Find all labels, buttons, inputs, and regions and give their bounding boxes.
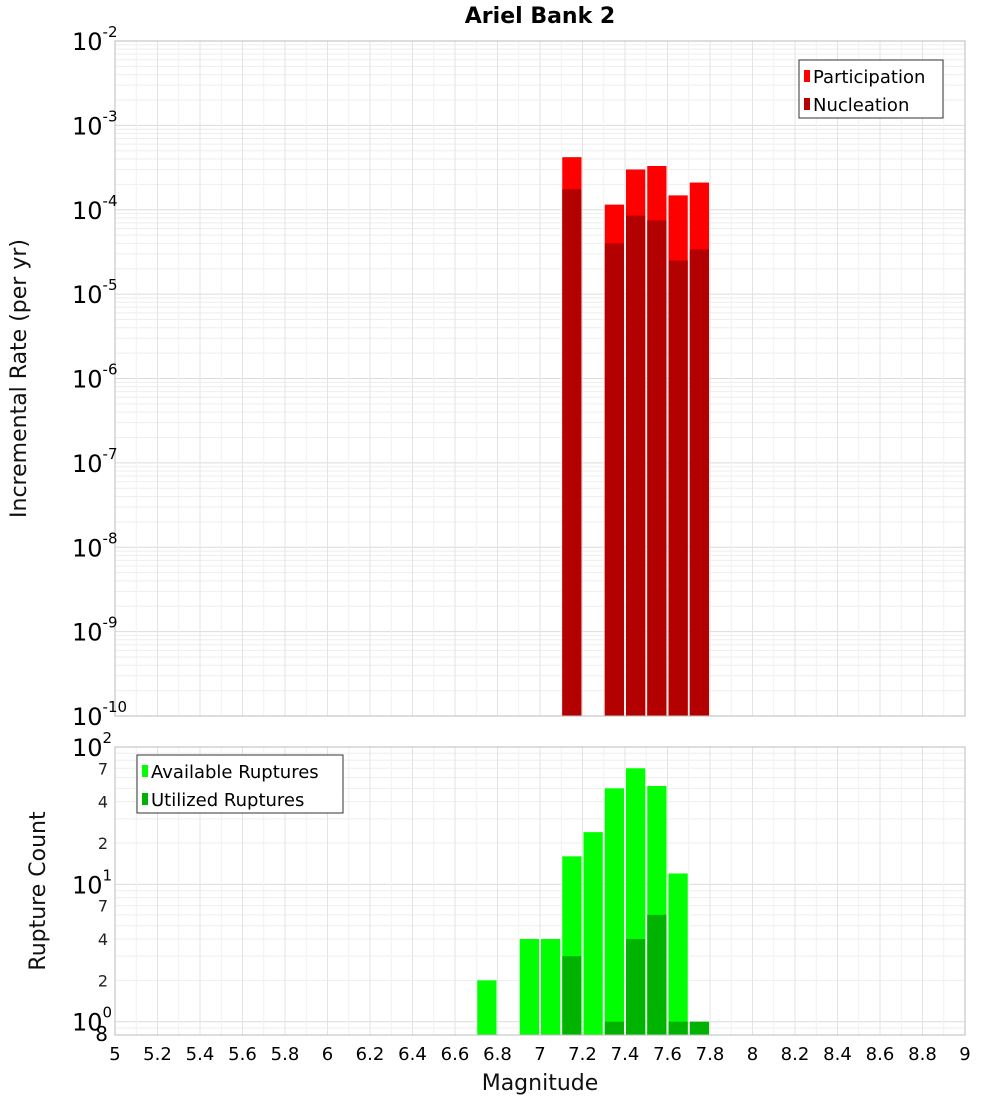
- x-tick-label: 6.2: [356, 1044, 385, 1065]
- y-axis-title: Rupture Count: [26, 811, 51, 971]
- y-tick-label: 10-5: [72, 276, 118, 309]
- legend-box: [136, 754, 344, 814]
- x-tick-label: 8: [747, 1044, 758, 1065]
- y-minor-tick-label: 8: [95, 1022, 108, 1046]
- legend-entry: Nucleation: [813, 95, 909, 116]
- plot-frame: [114, 746, 966, 1036]
- y-tick-label: 10-3: [72, 107, 118, 140]
- x-tick-label: 7.6: [653, 1044, 682, 1065]
- x-tick-label: 8.2: [781, 1044, 810, 1065]
- bar: [647, 914, 667, 1035]
- y-tick-label: 10-6: [72, 361, 118, 394]
- series-nucleation: [562, 189, 709, 717]
- y-tick-label: 10-2: [72, 23, 118, 56]
- bar: [668, 260, 688, 716]
- chart-title: Ariel Bank 2: [465, 4, 615, 29]
- x-tick-label: 8.4: [823, 1044, 852, 1065]
- legend-swatch: [804, 70, 810, 82]
- bar: [604, 788, 624, 1035]
- bar: [583, 832, 603, 1035]
- bar: [541, 939, 561, 1035]
- legend-swatch: [142, 765, 148, 777]
- legend-swatch: [804, 98, 810, 110]
- bar: [604, 243, 624, 717]
- x-tick-label: 5: [109, 1044, 120, 1065]
- bar: [626, 939, 646, 1035]
- y-tick-label: 10-10: [72, 698, 127, 731]
- bar: [689, 1021, 709, 1035]
- plot-frame: [114, 40, 966, 717]
- bar: [668, 1021, 688, 1035]
- panel-2: 100 101 102 8 2 4 7 2 4 7 Rupture Count Available R…: [26, 729, 966, 1046]
- y-tick-label: 101: [72, 866, 112, 899]
- y-minor-tick-label: 4: [98, 793, 108, 812]
- bar: [562, 956, 582, 1035]
- x-tick-label: 8.6: [866, 1044, 895, 1065]
- y-axis-title: Incremental Rate (per yr): [7, 239, 32, 518]
- y-tick-label: 102: [72, 729, 112, 762]
- bar: [668, 873, 688, 1035]
- x-axis-title: Magnitude: [482, 1071, 599, 1096]
- y-tick-label: 10-7: [72, 445, 118, 478]
- x-tick-label: 6.6: [441, 1044, 470, 1065]
- legend-entry: Available Ruptures: [151, 762, 319, 783]
- y-tick-label: 10-4: [72, 192, 118, 225]
- x-tick-label: 6.8: [483, 1044, 512, 1065]
- x-tick-label: 5.6: [228, 1044, 257, 1065]
- y-minor-tick-label: 7: [98, 897, 108, 916]
- bar: [626, 215, 646, 717]
- legend-entry: Participation: [813, 67, 925, 88]
- panel-1: 10-10 10-9 10-8 10-7 10-6 10-5 10-4 10-3 10-2 Inc…: [7, 23, 966, 731]
- x-tick-label: 7.8: [696, 1044, 725, 1065]
- series-utilized-ruptures: [562, 914, 709, 1035]
- x-tick-label: 5.2: [143, 1044, 172, 1065]
- y-tick-label: 10-8: [72, 529, 118, 562]
- x-tick-label: 6: [322, 1044, 333, 1065]
- x-tick-label: 7: [534, 1044, 545, 1065]
- legend-entry: Utilized Ruptures: [151, 790, 304, 811]
- bar: [519, 939, 539, 1035]
- x-tick-label: 7.2: [568, 1044, 597, 1065]
- bar: [477, 980, 497, 1035]
- y-minor-tick-label: 4: [98, 930, 108, 949]
- legend-swatch: [142, 793, 148, 805]
- grid-lines: [114, 41, 966, 717]
- y-tick-label: 10-9: [72, 614, 118, 647]
- y-minor-tick-label: 2: [98, 834, 108, 853]
- y-minor-tick-label: 7: [98, 759, 108, 778]
- legend: Available Ruptures Utilized Ruptures: [136, 754, 344, 814]
- x-tick-label: 9: [959, 1044, 970, 1065]
- bar: [562, 189, 582, 717]
- x-tick-label: 7.4: [611, 1044, 640, 1065]
- x-tick-label: 5.4: [186, 1044, 215, 1065]
- x-tick-label: 6.4: [398, 1044, 427, 1065]
- bar: [689, 249, 709, 716]
- bar: [604, 1021, 624, 1035]
- x-tick-label: 5.8: [271, 1044, 300, 1065]
- x-tick-label: 8.8: [908, 1044, 937, 1065]
- legend: Participation Nucleation: [798, 59, 944, 119]
- y-minor-tick-label: 2: [98, 971, 108, 990]
- y-tick-label: 100: [72, 1004, 112, 1037]
- x-axis: 5 5.2 5.4 5.6 5.8 6 6.2 6.4 6.6 6.8 7 7.2 7.4 7.6 7.8 8…: [109, 1044, 970, 1096]
- legend-box: [798, 59, 944, 119]
- bar: [647, 220, 667, 717]
